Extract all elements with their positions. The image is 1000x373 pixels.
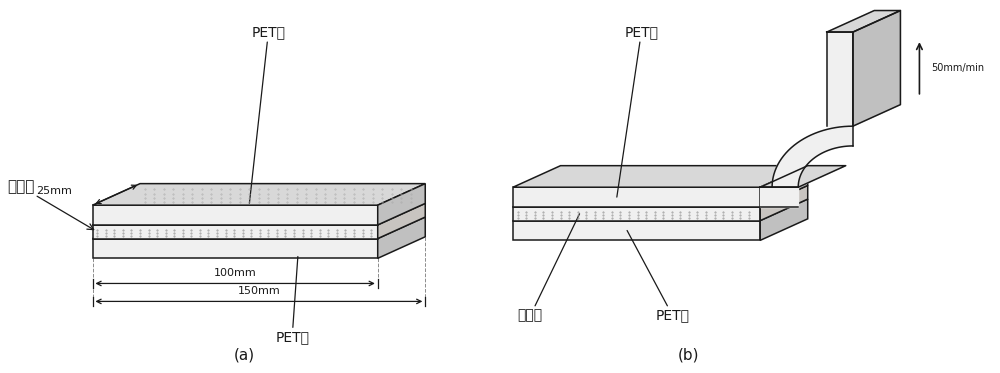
Polygon shape	[772, 126, 853, 187]
Text: 粘合膜: 粘合膜	[7, 179, 94, 230]
Polygon shape	[827, 10, 900, 32]
Polygon shape	[513, 166, 808, 187]
Text: PET膜: PET膜	[249, 25, 285, 203]
Text: PET膜: PET膜	[627, 231, 690, 323]
Polygon shape	[93, 239, 378, 258]
Polygon shape	[93, 225, 378, 239]
Polygon shape	[93, 217, 425, 239]
Polygon shape	[760, 199, 808, 240]
Text: 100mm: 100mm	[214, 268, 256, 278]
Polygon shape	[378, 203, 425, 239]
Text: (b): (b)	[678, 348, 700, 363]
Polygon shape	[513, 199, 808, 220]
Polygon shape	[93, 203, 425, 225]
Text: 150mm: 150mm	[238, 286, 280, 296]
Polygon shape	[853, 10, 900, 126]
Polygon shape	[760, 187, 798, 207]
Polygon shape	[513, 185, 808, 207]
Polygon shape	[378, 184, 425, 225]
Polygon shape	[827, 32, 853, 126]
Text: 50mm/min: 50mm/min	[931, 63, 984, 73]
Polygon shape	[760, 166, 808, 207]
Text: 粘合膜: 粘合膜	[518, 214, 580, 323]
Text: 25mm: 25mm	[37, 186, 72, 196]
Text: PET膜: PET膜	[617, 25, 658, 197]
Polygon shape	[378, 217, 425, 258]
Polygon shape	[513, 207, 760, 220]
Polygon shape	[760, 166, 846, 187]
Text: PET膜: PET膜	[275, 257, 309, 344]
Polygon shape	[513, 220, 760, 240]
Text: (a): (a)	[234, 348, 255, 363]
Polygon shape	[93, 184, 425, 205]
Polygon shape	[760, 185, 808, 220]
Polygon shape	[513, 187, 760, 207]
Polygon shape	[93, 205, 378, 225]
